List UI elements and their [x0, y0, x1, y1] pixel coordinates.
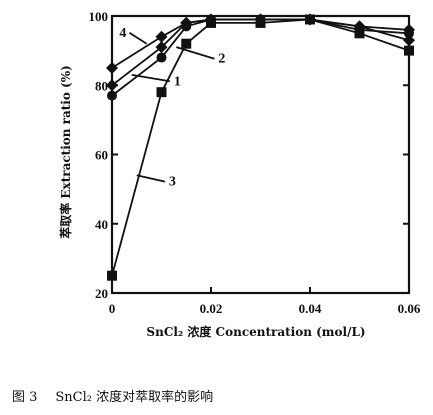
series-line-4 [111, 18, 410, 69]
y-tick-label: 40 [95, 217, 108, 232]
data-point-series-3 [404, 45, 414, 56]
y-tick-label: 20 [95, 286, 108, 301]
figure-caption: 图 3 SnCl₂ 浓度对萃取率的影响 [12, 386, 231, 405]
y-tick-label: 100 [89, 9, 109, 24]
x-tick-label: 0.06 [398, 301, 421, 316]
data-point-series-3 [156, 87, 167, 98]
series-label-4: 4 [119, 26, 126, 41]
x-tick-label: 0 [109, 301, 116, 316]
data-point-series-1 [155, 41, 168, 54]
series-leader-line-3 [136, 174, 166, 183]
y-axis-title: 萃取率 Extraction ratio (%) [58, 65, 73, 239]
data-point-series-4 [403, 23, 415, 36]
series-leader-line-1 [131, 73, 171, 83]
data-point-series-3 [354, 28, 365, 39]
data-point-series-1 [106, 79, 118, 92]
data-point-series-4 [155, 30, 168, 43]
x-axis-title: SnCl₂ 浓度 Concentration (mol/L) [146, 324, 365, 339]
data-point-series-4 [106, 61, 118, 74]
data-point-series-4 [304, 13, 316, 26]
series-label-3: 3 [169, 175, 176, 190]
data-point-series-4 [254, 13, 267, 26]
data-point-series-4 [353, 20, 366, 33]
y-tick-label: 80 [95, 78, 108, 93]
series-label-1: 1 [174, 74, 181, 89]
data-point-series-4 [205, 13, 217, 26]
data-point-series-2 [156, 52, 167, 63]
x-tick-label: 0.02 [200, 301, 223, 316]
x-tick-label: 0.04 [299, 301, 322, 316]
figure-caption-text: SnCl₂ 浓度对萃取率的影响 [55, 390, 214, 405]
series-label-2: 2 [218, 52, 225, 67]
y-tick-label: 60 [95, 148, 108, 163]
data-point-series-3 [181, 38, 192, 49]
series-line-3 [111, 18, 410, 276]
series-leader-line-4 [128, 32, 148, 45]
data-point-series-4 [180, 16, 193, 29]
data-point-series-2 [107, 90, 117, 101]
data-point-series-3 [107, 270, 117, 281]
series-leader-line-2 [176, 46, 215, 60]
chart-svg: 0 0.02 0.04 0.06 20 40 60 80 100 1 2 3 4 SnCl₂ 浓度 C… [58, 9, 421, 339]
figure-number: 图 3 [12, 390, 38, 405]
